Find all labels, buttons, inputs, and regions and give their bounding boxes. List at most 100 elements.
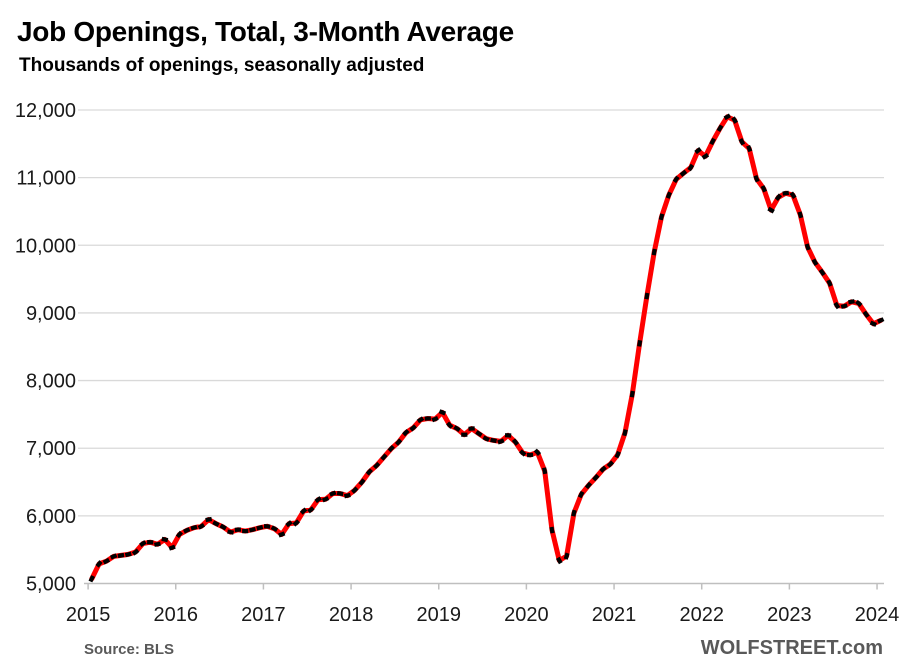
data-point-marker [161, 536, 169, 543]
data-point-marker [804, 243, 811, 251]
data-point-marker [394, 438, 403, 446]
data-point-marker [212, 520, 220, 527]
data-point-marker [644, 292, 650, 300]
data-point-marker [117, 552, 125, 558]
data-point-marker [270, 525, 279, 533]
data-point-marker [797, 211, 804, 219]
data-point-marker [533, 448, 542, 457]
data-point-marker [95, 560, 103, 568]
x-axis-tick-label: 2021 [592, 604, 637, 626]
data-point-marker [563, 552, 570, 560]
data-point-marker [110, 553, 118, 560]
data-point-marker [694, 147, 702, 155]
data-point-marker [409, 424, 417, 432]
data-point-marker [131, 548, 140, 556]
data-point-marker [555, 556, 563, 565]
data-point-marker [307, 506, 315, 514]
x-axis-tick-label: 2023 [767, 604, 812, 626]
data-point-marker [869, 320, 877, 327]
data-point-marker [482, 435, 490, 442]
y-axis-tick-label: 10,000 [15, 235, 76, 257]
data-point-marker [285, 520, 293, 528]
data-point-marker [826, 279, 833, 287]
data-point-marker [577, 490, 585, 499]
x-axis-tick-label: 2018 [329, 604, 374, 626]
x-axis-tick-label: 2020 [504, 604, 549, 626]
data-point-marker [542, 467, 548, 475]
data-point-marker [453, 425, 461, 433]
data-point-marker [351, 486, 359, 494]
data-point-marker [248, 526, 256, 533]
data-point-marker [263, 524, 271, 529]
data-point-marker [723, 113, 732, 121]
data-point-marker [329, 490, 337, 497]
data-point-marker [731, 116, 738, 124]
data-point-marker [227, 529, 235, 535]
data-point-marker [124, 551, 132, 558]
data-point-marker [833, 301, 841, 310]
site-watermark: WOLFSTREET.com [700, 637, 883, 659]
data-point-marker [197, 522, 206, 530]
data-point-marker [511, 438, 520, 446]
data-point-marker [571, 509, 577, 517]
data-point-marker [490, 437, 497, 444]
x-axis-tick-label: 2017 [241, 604, 286, 626]
data-point-marker [592, 473, 600, 482]
data-point-marker [679, 169, 688, 177]
data-point-marker [278, 531, 286, 538]
data-point-marker [154, 541, 161, 547]
x-axis-tick-label: 2016 [154, 604, 199, 626]
data-point-marker [701, 152, 710, 160]
data-point-marker [256, 524, 264, 531]
data-point-marker [380, 453, 388, 461]
x-axis-tick-label: 2022 [679, 604, 724, 626]
data-point-marker [672, 175, 680, 184]
data-point-marker [848, 299, 855, 305]
data-point-marker [753, 174, 760, 183]
data-point-marker [139, 540, 147, 548]
data-point-marker [475, 430, 483, 438]
chart-title: Job Openings, Total, 3-Month Average [17, 16, 514, 47]
data-point-marker [446, 421, 454, 429]
data-point-marker [387, 444, 395, 453]
data-point-marker [709, 137, 716, 146]
data-point-marker [877, 317, 885, 324]
data-point-marker [606, 460, 615, 468]
data-point-marker [314, 496, 322, 504]
data-point-marker [818, 268, 826, 277]
data-point-marker [102, 557, 111, 565]
data-point-marker [88, 575, 95, 583]
data-point-marker [746, 144, 753, 153]
data-point-marker [219, 523, 227, 531]
data-point-marker [782, 190, 790, 196]
data-point-marker [629, 390, 635, 398]
data-point-marker [622, 429, 628, 437]
data-point-marker [438, 409, 447, 416]
data-point-marker [767, 206, 775, 214]
data-point-marker [205, 516, 213, 523]
data-point-marker [365, 468, 373, 476]
data-point-marker [651, 248, 657, 256]
data-point-marker [321, 496, 330, 503]
data-point-marker [183, 527, 191, 534]
data-point-marker [716, 124, 724, 132]
data-point-marker [343, 492, 351, 499]
data-point-marker [190, 524, 198, 531]
y-axis-tick-label: 5,000 [26, 574, 76, 596]
data-point-marker [855, 299, 863, 308]
data-point-marker [299, 507, 308, 515]
data-point-marker [774, 193, 782, 201]
data-point-marker [584, 481, 593, 490]
y-axis-tick-label: 7,000 [26, 438, 76, 460]
data-point-marker [687, 163, 695, 172]
y-axis-tick-label: 9,000 [26, 303, 76, 325]
data-point-marker [599, 465, 607, 473]
data-point-marker [168, 544, 176, 551]
data-point-marker [811, 258, 819, 266]
data-point-marker [519, 449, 527, 457]
data-point-marker [840, 303, 848, 309]
data-point-marker [738, 138, 746, 146]
data-point-marker [416, 416, 425, 424]
data-point-marker [358, 478, 366, 486]
